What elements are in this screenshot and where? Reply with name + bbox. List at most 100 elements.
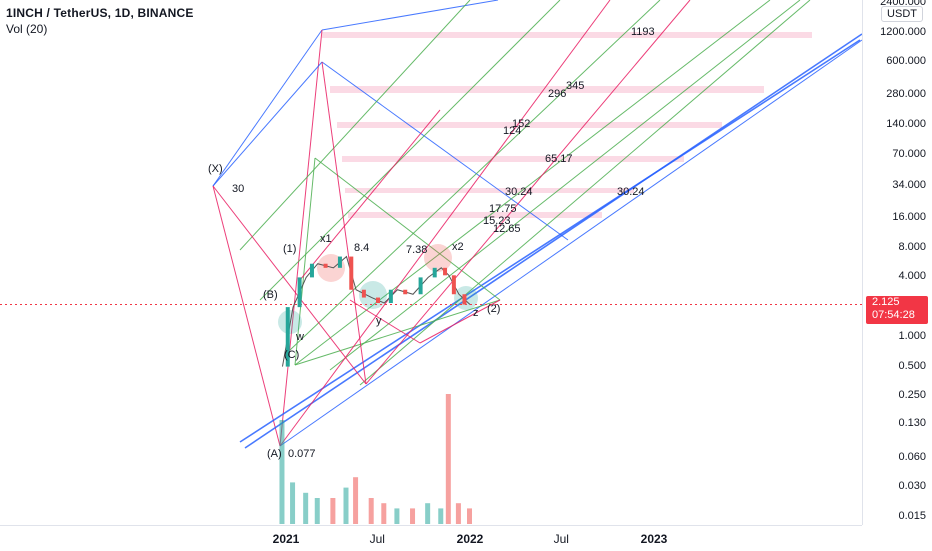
- price-tick-label: 0.015: [898, 510, 926, 522]
- pitchfork-line: [279, 29, 323, 447]
- price-candle: [462, 294, 467, 305]
- wave-label: x1: [320, 233, 332, 245]
- last-price-value: 2.125: [872, 296, 900, 308]
- volume-bar: [467, 508, 472, 524]
- wave-label: 8.4: [354, 242, 369, 254]
- wave-label: 0.077: [288, 448, 316, 460]
- pitchfork-line: [289, 0, 661, 351]
- pitchfork-line: [294, 299, 501, 366]
- volume-bar: [314, 498, 320, 524]
- wave-label: (2): [487, 303, 500, 315]
- price-series: [281, 255, 471, 367]
- fib-zone: [330, 86, 764, 93]
- fib-level-label: 30.24: [505, 186, 533, 198]
- time-tick-label: Jul: [369, 532, 385, 546]
- volume-bar: [394, 508, 400, 524]
- time-tick-label: 2022: [456, 532, 484, 546]
- price-tick-label: 0.250: [898, 389, 926, 402]
- wave-label: w: [295, 331, 304, 343]
- price-tick-label: 2400.000: [880, 0, 926, 8]
- price-candle: [285, 307, 290, 367]
- pitchfork-line: [314, 157, 501, 301]
- fib-level-label: 152: [512, 118, 530, 130]
- time-tick-label: 2023: [640, 532, 668, 546]
- pitchfork-line: [259, 0, 561, 301]
- price-candle: [309, 263, 314, 278]
- price-tick-label: 0.130: [898, 417, 926, 430]
- price-tick-label: 1200.000: [880, 25, 926, 38]
- price-tick-label: 1.000: [898, 329, 926, 342]
- pitchfork-line: [239, 39, 861, 443]
- pitchfork-line: [212, 29, 323, 187]
- symbol-title[interactable]: 1INCH / TetherUS, 1D, BINANCE: [6, 6, 194, 20]
- wave-label: (X): [208, 163, 223, 175]
- pitchfork-line: [365, 0, 691, 385]
- bar-countdown: 07:54:28: [872, 309, 915, 321]
- pitchfork-line: [239, 0, 471, 251]
- pitchfork-line: [321, 0, 499, 31]
- pitchfork-line: [294, 0, 771, 366]
- price-candle: [297, 277, 302, 308]
- wave-label: (1): [283, 243, 296, 255]
- volume-bar: [438, 508, 444, 524]
- volume-bar: [343, 487, 349, 524]
- fib-level-label: 1193: [631, 26, 655, 38]
- price-tick-label: 0.060: [898, 450, 926, 463]
- fib-level-label: 124: [503, 125, 521, 137]
- price-tick-label: 600.000: [886, 55, 926, 68]
- pitchfork-line: [321, 61, 367, 385]
- wave-label: 30: [232, 183, 244, 195]
- price-candle: [388, 289, 393, 304]
- price-candle: [432, 267, 437, 278]
- pitchfork-line: [419, 299, 501, 344]
- price-candle: [361, 289, 366, 298]
- price-candle: [403, 289, 408, 295]
- volume-bar: [381, 503, 387, 524]
- pitchfork-line: [299, 109, 441, 281]
- price-scale[interactable]: USDT 2400.000 1200.000 600.000 280.000 140.0…: [862, 0, 932, 525]
- pitchfork-line: [321, 61, 569, 241]
- volume-bars: [279, 394, 472, 524]
- price-tick-label: 8.000: [898, 240, 926, 253]
- fib-zone: [337, 122, 722, 128]
- fib-zone: [342, 156, 684, 162]
- volume-bar: [353, 477, 359, 524]
- annotation-labels: (X) 30 (1) x1 8.4 (B) w (C) (A) 0.077 y 7.38 x2 z (2) 1…: [208, 26, 655, 460]
- pitchfork-line: [329, 0, 801, 371]
- pitchfork-line: [349, 299, 421, 344]
- price-tick-label: 70.000: [892, 147, 926, 160]
- pitchfork-line: [212, 185, 281, 447]
- volume-indicator-label[interactable]: Vol (20): [6, 22, 48, 36]
- highlight-circle: [424, 244, 452, 272]
- volume-bar: [279, 420, 285, 524]
- price-tick-label: 140.000: [886, 117, 926, 130]
- volume-bar: [368, 498, 374, 524]
- wave-label: z: [473, 307, 479, 319]
- pitchfork-line: [279, 0, 611, 447]
- price-tick-label: 280.000: [886, 88, 926, 101]
- fib-level-label: 345: [566, 80, 584, 92]
- price-candle: [323, 263, 328, 268]
- fib-level-label: 12.65: [493, 223, 521, 235]
- pitchfork-line: [212, 185, 367, 385]
- pitchfork-line: [359, 0, 811, 386]
- chart-legend: 1INCH / TetherUS, 1D, BINANCE Vol (20): [6, 5, 194, 37]
- volume-bar: [425, 503, 431, 524]
- currency-badge[interactable]: USDT: [881, 6, 923, 22]
- volume-bar: [455, 503, 461, 524]
- price-tick-label: 0.030: [898, 480, 926, 493]
- price-tick-label: 16.000: [892, 210, 926, 223]
- last-price-badge: 2.125 07:54:28: [866, 296, 928, 324]
- time-scale[interactable]: 2021 Jul 2022 Jul 2023: [0, 525, 862, 551]
- wave-label: 7.38: [406, 244, 427, 256]
- price-tick-label: 4.000: [898, 270, 926, 283]
- fib-zones: [322, 32, 812, 218]
- pitchfork-line: [294, 157, 316, 366]
- price-candle: [376, 297, 380, 304]
- volume-bar: [290, 482, 296, 524]
- time-tick-label: Jul: [553, 532, 569, 546]
- fib-zone: [348, 212, 602, 218]
- wave-label: x2: [452, 241, 464, 253]
- wave-label: (B): [263, 289, 278, 301]
